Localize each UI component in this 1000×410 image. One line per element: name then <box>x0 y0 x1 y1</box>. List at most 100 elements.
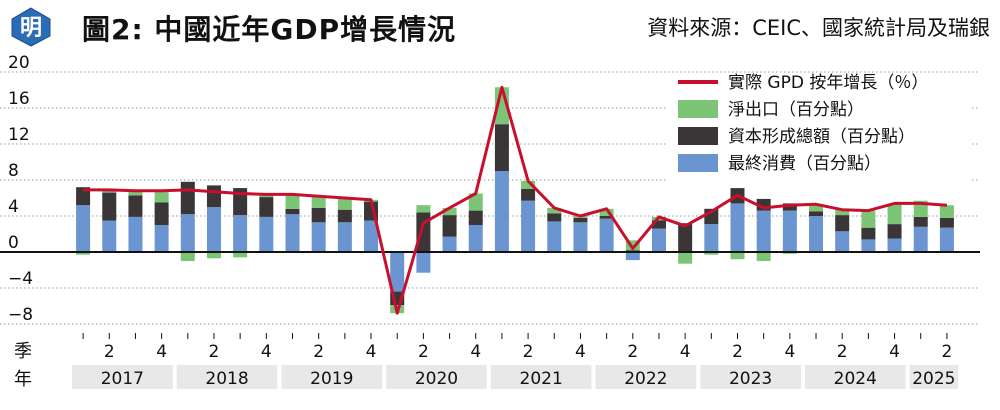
capital-formation-bar <box>206 185 221 207</box>
consumption-bar <box>704 224 719 252</box>
consumption-bar <box>861 239 876 252</box>
quarter-label: 4 <box>889 342 900 362</box>
net-exports-bar <box>861 210 876 228</box>
year-band <box>176 365 278 389</box>
consumption-bar <box>625 252 640 261</box>
logo-char: 明 <box>20 16 42 41</box>
capital-formation-bar <box>416 212 431 252</box>
x-axis: 季年 2 4 2 4 2 4 2 4 2 4 2 4 2 4 2 4 2 2017 2018 2019 2020 2021 2… <box>14 333 958 390</box>
quarter-label: 4 <box>156 342 167 362</box>
consumption-bar <box>494 171 509 252</box>
net-exports-bar <box>599 208 614 216</box>
capital-formation-bar <box>599 216 614 219</box>
gdp-chart: −8 −4 0 4 8 12 16 20 季年 2 4 2 4 2 4 2 4 2 4 2 4 2 4 2 4 2 2017 201… <box>0 53 980 390</box>
capital-formation-bar <box>154 202 169 225</box>
capital-formation-bar <box>809 211 824 216</box>
chart-header: 明 圖2: 中國近年GDP增長情況 資料來源：CEIC、國家統計局及瑞銀 <box>0 0 1000 52</box>
year-label: 2020 <box>415 369 458 389</box>
capital-formation-bar <box>887 224 902 239</box>
quarter-label: 2 <box>104 342 115 362</box>
source-note: 資料來源：CEIC、國家統計局及瑞銀 <box>647 16 990 40</box>
quarter-label: 2 <box>209 342 220 362</box>
year-label: 2022 <box>624 369 667 389</box>
legend-label: 實際 GPD 按年增長（％） <box>728 73 928 93</box>
capital-formation-bar <box>259 197 274 217</box>
consumption-bar <box>782 210 797 252</box>
consumption-bar <box>756 210 771 252</box>
capital-formation-bar <box>547 213 562 222</box>
net-exports-bar <box>442 207 457 216</box>
capital-formation-bar <box>861 227 876 240</box>
capital-formation-bar <box>494 124 509 171</box>
quarter-label: 4 <box>366 342 377 362</box>
year-label: 2017 <box>101 369 144 389</box>
y-tick-label: 0 <box>8 233 19 253</box>
legend-label: 資本形成總額（百分點） <box>728 127 915 147</box>
quarter-label: 2 <box>941 342 952 362</box>
legend-swatch <box>678 127 718 145</box>
consumption-bar <box>364 220 379 252</box>
consumption-bar <box>809 216 824 252</box>
capital-formation-bar <box>913 216 928 227</box>
net-exports-bar <box>128 190 143 196</box>
net-exports-bar <box>468 193 483 211</box>
capital-formation-bar <box>573 217 588 223</box>
consumption-bar <box>416 252 431 273</box>
consumption-bar <box>180 214 195 252</box>
quarter-label: 2 <box>732 342 743 362</box>
ming-logo: 明 <box>11 7 51 47</box>
legend-label: 最終消費（百分點） <box>728 154 881 174</box>
y-tick-label: −8 <box>8 305 33 325</box>
net-exports-bar <box>285 194 300 209</box>
net-exports-bar <box>625 240 640 251</box>
year-band <box>490 365 592 389</box>
capital-formation-bar <box>468 210 483 225</box>
consumption-bar <box>835 231 850 252</box>
quarter-label: 4 <box>680 342 691 362</box>
net-exports-bar <box>704 252 719 255</box>
consumption-bar <box>128 216 143 252</box>
net-exports-bar <box>835 209 850 216</box>
quarter-label: 2 <box>418 342 429 362</box>
consumption-bar <box>887 238 902 252</box>
consumption-bar <box>285 214 300 252</box>
legend-swatch <box>678 154 718 172</box>
quarter-label: 4 <box>784 342 795 362</box>
capital-formation-bar <box>782 203 797 211</box>
year-band <box>386 365 487 389</box>
year-label: 2024 <box>834 369 877 389</box>
capital-formation-bar <box>180 181 195 215</box>
year-label: 2021 <box>520 369 563 389</box>
net-exports-bar <box>233 252 248 258</box>
consumption-bar <box>311 222 326 252</box>
consumption-bar <box>599 218 614 252</box>
consumption-bar <box>468 225 483 252</box>
y-tick-labels: −8 −4 0 4 8 12 16 20 <box>8 53 33 325</box>
net-exports-bar <box>521 180 536 189</box>
consumption-bar <box>337 222 352 252</box>
net-exports-bar <box>809 204 824 212</box>
y-tick-label: 8 <box>8 161 19 181</box>
legend-label: 淨出口（百分點） <box>728 100 864 120</box>
consumption-bar <box>233 215 248 252</box>
year-band <box>700 365 801 389</box>
quarter-label: 2 <box>627 342 638 362</box>
net-exports-bar <box>76 252 91 255</box>
net-exports-bar <box>206 252 221 259</box>
capital-formation-bar <box>285 208 300 215</box>
year-label: 2019 <box>310 369 353 389</box>
consumption-bar <box>102 220 117 252</box>
capital-formation-bar <box>311 207 326 223</box>
net-exports-bar <box>939 205 954 218</box>
quarter-label: 2 <box>313 342 324 362</box>
y-tick-label: 12 <box>8 125 30 145</box>
consumption-bar <box>573 222 588 252</box>
net-exports-bar <box>180 252 195 261</box>
quarter-label: 4 <box>470 342 481 362</box>
quarter-label: 4 <box>575 342 586 362</box>
consumption-bar <box>651 228 666 252</box>
year-band <box>281 365 383 389</box>
year-label: 2025 <box>912 369 955 389</box>
gdp-growth-line <box>83 85 948 315</box>
capital-formation-bar <box>756 198 771 211</box>
